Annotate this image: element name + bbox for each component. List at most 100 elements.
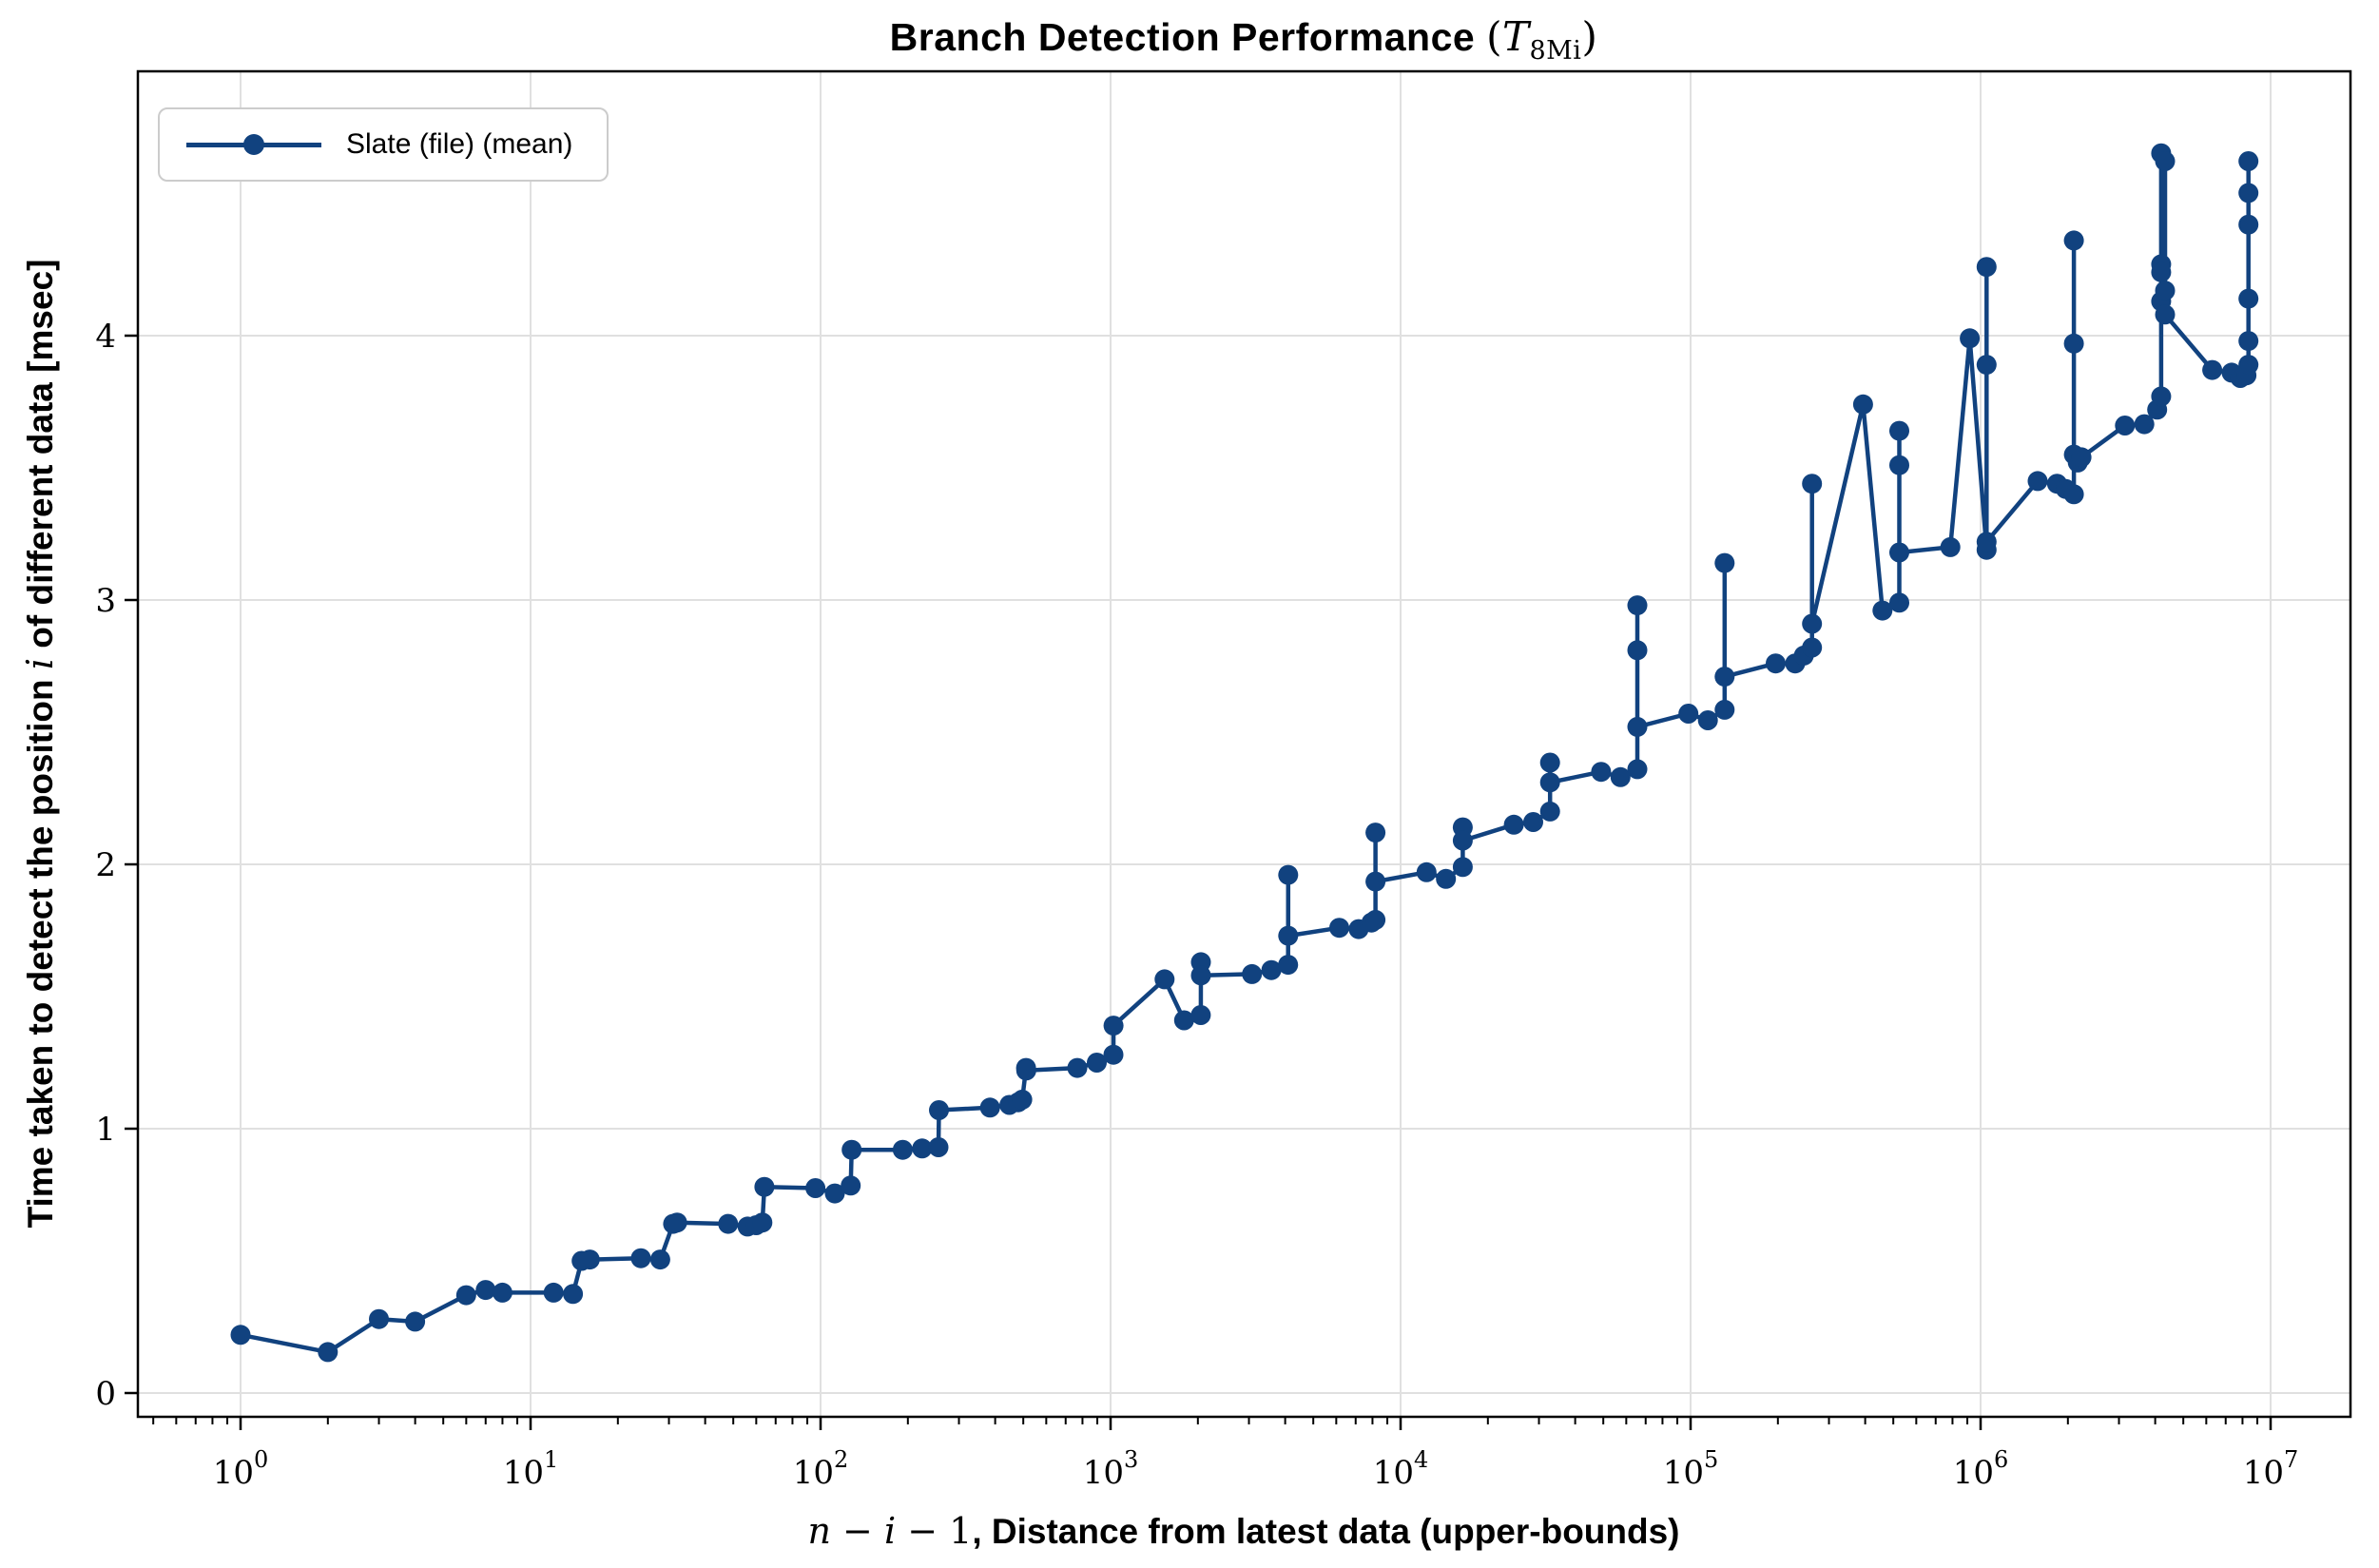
data-point bbox=[318, 1342, 338, 1363]
data-point bbox=[1852, 394, 1873, 415]
data-point bbox=[1278, 925, 1299, 946]
data-point bbox=[754, 1176, 775, 1197]
x-tick-label: 105 bbox=[1663, 1446, 1719, 1492]
data-point bbox=[1154, 969, 1175, 990]
x-tick-label: 100 bbox=[213, 1446, 269, 1492]
data-point bbox=[2155, 151, 2176, 171]
data-point bbox=[1678, 704, 1699, 724]
data-point bbox=[841, 1139, 862, 1160]
data-point bbox=[1802, 637, 1823, 658]
data-point bbox=[1278, 955, 1299, 976]
x-tick-label: 104 bbox=[1373, 1446, 1429, 1492]
data-point bbox=[1940, 536, 1961, 557]
data-point bbox=[1627, 595, 1648, 616]
data-point bbox=[1960, 328, 1981, 349]
data-point bbox=[1872, 600, 1893, 621]
data-point bbox=[1087, 1053, 1107, 1073]
data-point bbox=[630, 1248, 651, 1268]
data-point bbox=[892, 1139, 913, 1160]
data-point bbox=[1889, 592, 1909, 613]
data-point bbox=[2202, 359, 2223, 380]
x-label-var-i: i bbox=[883, 1510, 897, 1552]
data-point bbox=[475, 1280, 496, 1301]
data-point bbox=[928, 1137, 949, 1157]
data-point bbox=[1539, 801, 1560, 822]
data-point bbox=[1242, 963, 1263, 984]
data-point bbox=[1329, 918, 1349, 939]
y-label-var-i: i bbox=[19, 657, 61, 670]
data-point bbox=[1278, 864, 1299, 885]
legend-label: Slate (file) (mean) bbox=[346, 128, 573, 160]
data-point bbox=[1976, 355, 1997, 376]
legend-swatch bbox=[186, 133, 321, 156]
series-line bbox=[238, 150, 2251, 1355]
data-point bbox=[1697, 710, 1718, 730]
data-point bbox=[2238, 288, 2259, 309]
chart-title: Branch Detection Performance (T8Mi) bbox=[890, 13, 1598, 66]
data-point bbox=[1523, 812, 1543, 832]
data-point bbox=[1714, 699, 1735, 720]
title-paren-open: ( bbox=[1486, 13, 1502, 60]
data-point bbox=[752, 1212, 773, 1233]
data-point bbox=[1173, 1010, 1194, 1031]
data-point bbox=[1103, 1016, 1124, 1036]
title-math-sub: 8Mi bbox=[1529, 36, 1582, 67]
data-point bbox=[912, 1138, 933, 1159]
data-point bbox=[1365, 909, 1386, 930]
data-point bbox=[579, 1249, 600, 1270]
x-label-var-n: n bbox=[807, 1510, 831, 1552]
data-point bbox=[2238, 151, 2259, 171]
data-point bbox=[2063, 333, 2084, 354]
data-point bbox=[1976, 532, 1997, 552]
y-label-suffix: of different data [msec] bbox=[21, 259, 60, 658]
data-point bbox=[1190, 1005, 1211, 1025]
legend: Slate (file) (mean) bbox=[158, 107, 609, 182]
title-text: Branch Detection Performance bbox=[889, 15, 1487, 59]
data-point bbox=[1627, 716, 1648, 737]
x-label-minus1: − bbox=[830, 1510, 884, 1552]
title-paren-close: ) bbox=[1581, 13, 1598, 60]
data-point bbox=[1416, 861, 1437, 882]
data-point bbox=[2134, 414, 2155, 435]
data-point bbox=[1436, 868, 1457, 889]
data-point bbox=[667, 1212, 687, 1233]
data-point bbox=[1802, 613, 1823, 634]
data-point bbox=[979, 1097, 1000, 1118]
title-math-var: T bbox=[1501, 13, 1530, 60]
data-point bbox=[492, 1282, 513, 1303]
data-point bbox=[1365, 871, 1386, 892]
data-point bbox=[824, 1183, 845, 1204]
data-point bbox=[718, 1213, 739, 1234]
y-tick-label: 0 bbox=[95, 1375, 116, 1413]
data-point bbox=[1627, 640, 1648, 661]
data-point bbox=[2071, 447, 2092, 468]
y-tick-label: 3 bbox=[95, 582, 116, 620]
data-point bbox=[230, 1325, 251, 1345]
data-point bbox=[1103, 1044, 1124, 1065]
data-point bbox=[1889, 420, 1909, 441]
x-label-text: , Distance from latest data (upper-bound… bbox=[972, 1512, 1680, 1551]
data-point bbox=[1976, 257, 1997, 278]
data-point bbox=[543, 1282, 564, 1303]
data-point bbox=[1015, 1060, 1036, 1081]
x-tick-label: 103 bbox=[1083, 1446, 1139, 1492]
x-tick-label: 106 bbox=[1953, 1446, 2009, 1492]
data-point bbox=[1766, 653, 1786, 674]
data-point bbox=[1261, 959, 1282, 980]
data-point bbox=[1714, 552, 1735, 573]
y-axis-label: Time taken to detect the position i of d… bbox=[19, 260, 61, 1229]
data-point bbox=[649, 1249, 670, 1270]
x-label-minus2: − 1 bbox=[896, 1510, 973, 1552]
y-tick-label: 4 bbox=[95, 318, 116, 356]
y-tick-label: 2 bbox=[95, 846, 116, 884]
data-point bbox=[1539, 772, 1560, 793]
data-point bbox=[805, 1178, 826, 1198]
data-point bbox=[2238, 331, 2259, 352]
data-point bbox=[455, 1285, 476, 1306]
data-point bbox=[2027, 471, 2048, 492]
data-point bbox=[1802, 474, 1823, 494]
data-point bbox=[563, 1284, 584, 1305]
data-point bbox=[1190, 965, 1211, 986]
